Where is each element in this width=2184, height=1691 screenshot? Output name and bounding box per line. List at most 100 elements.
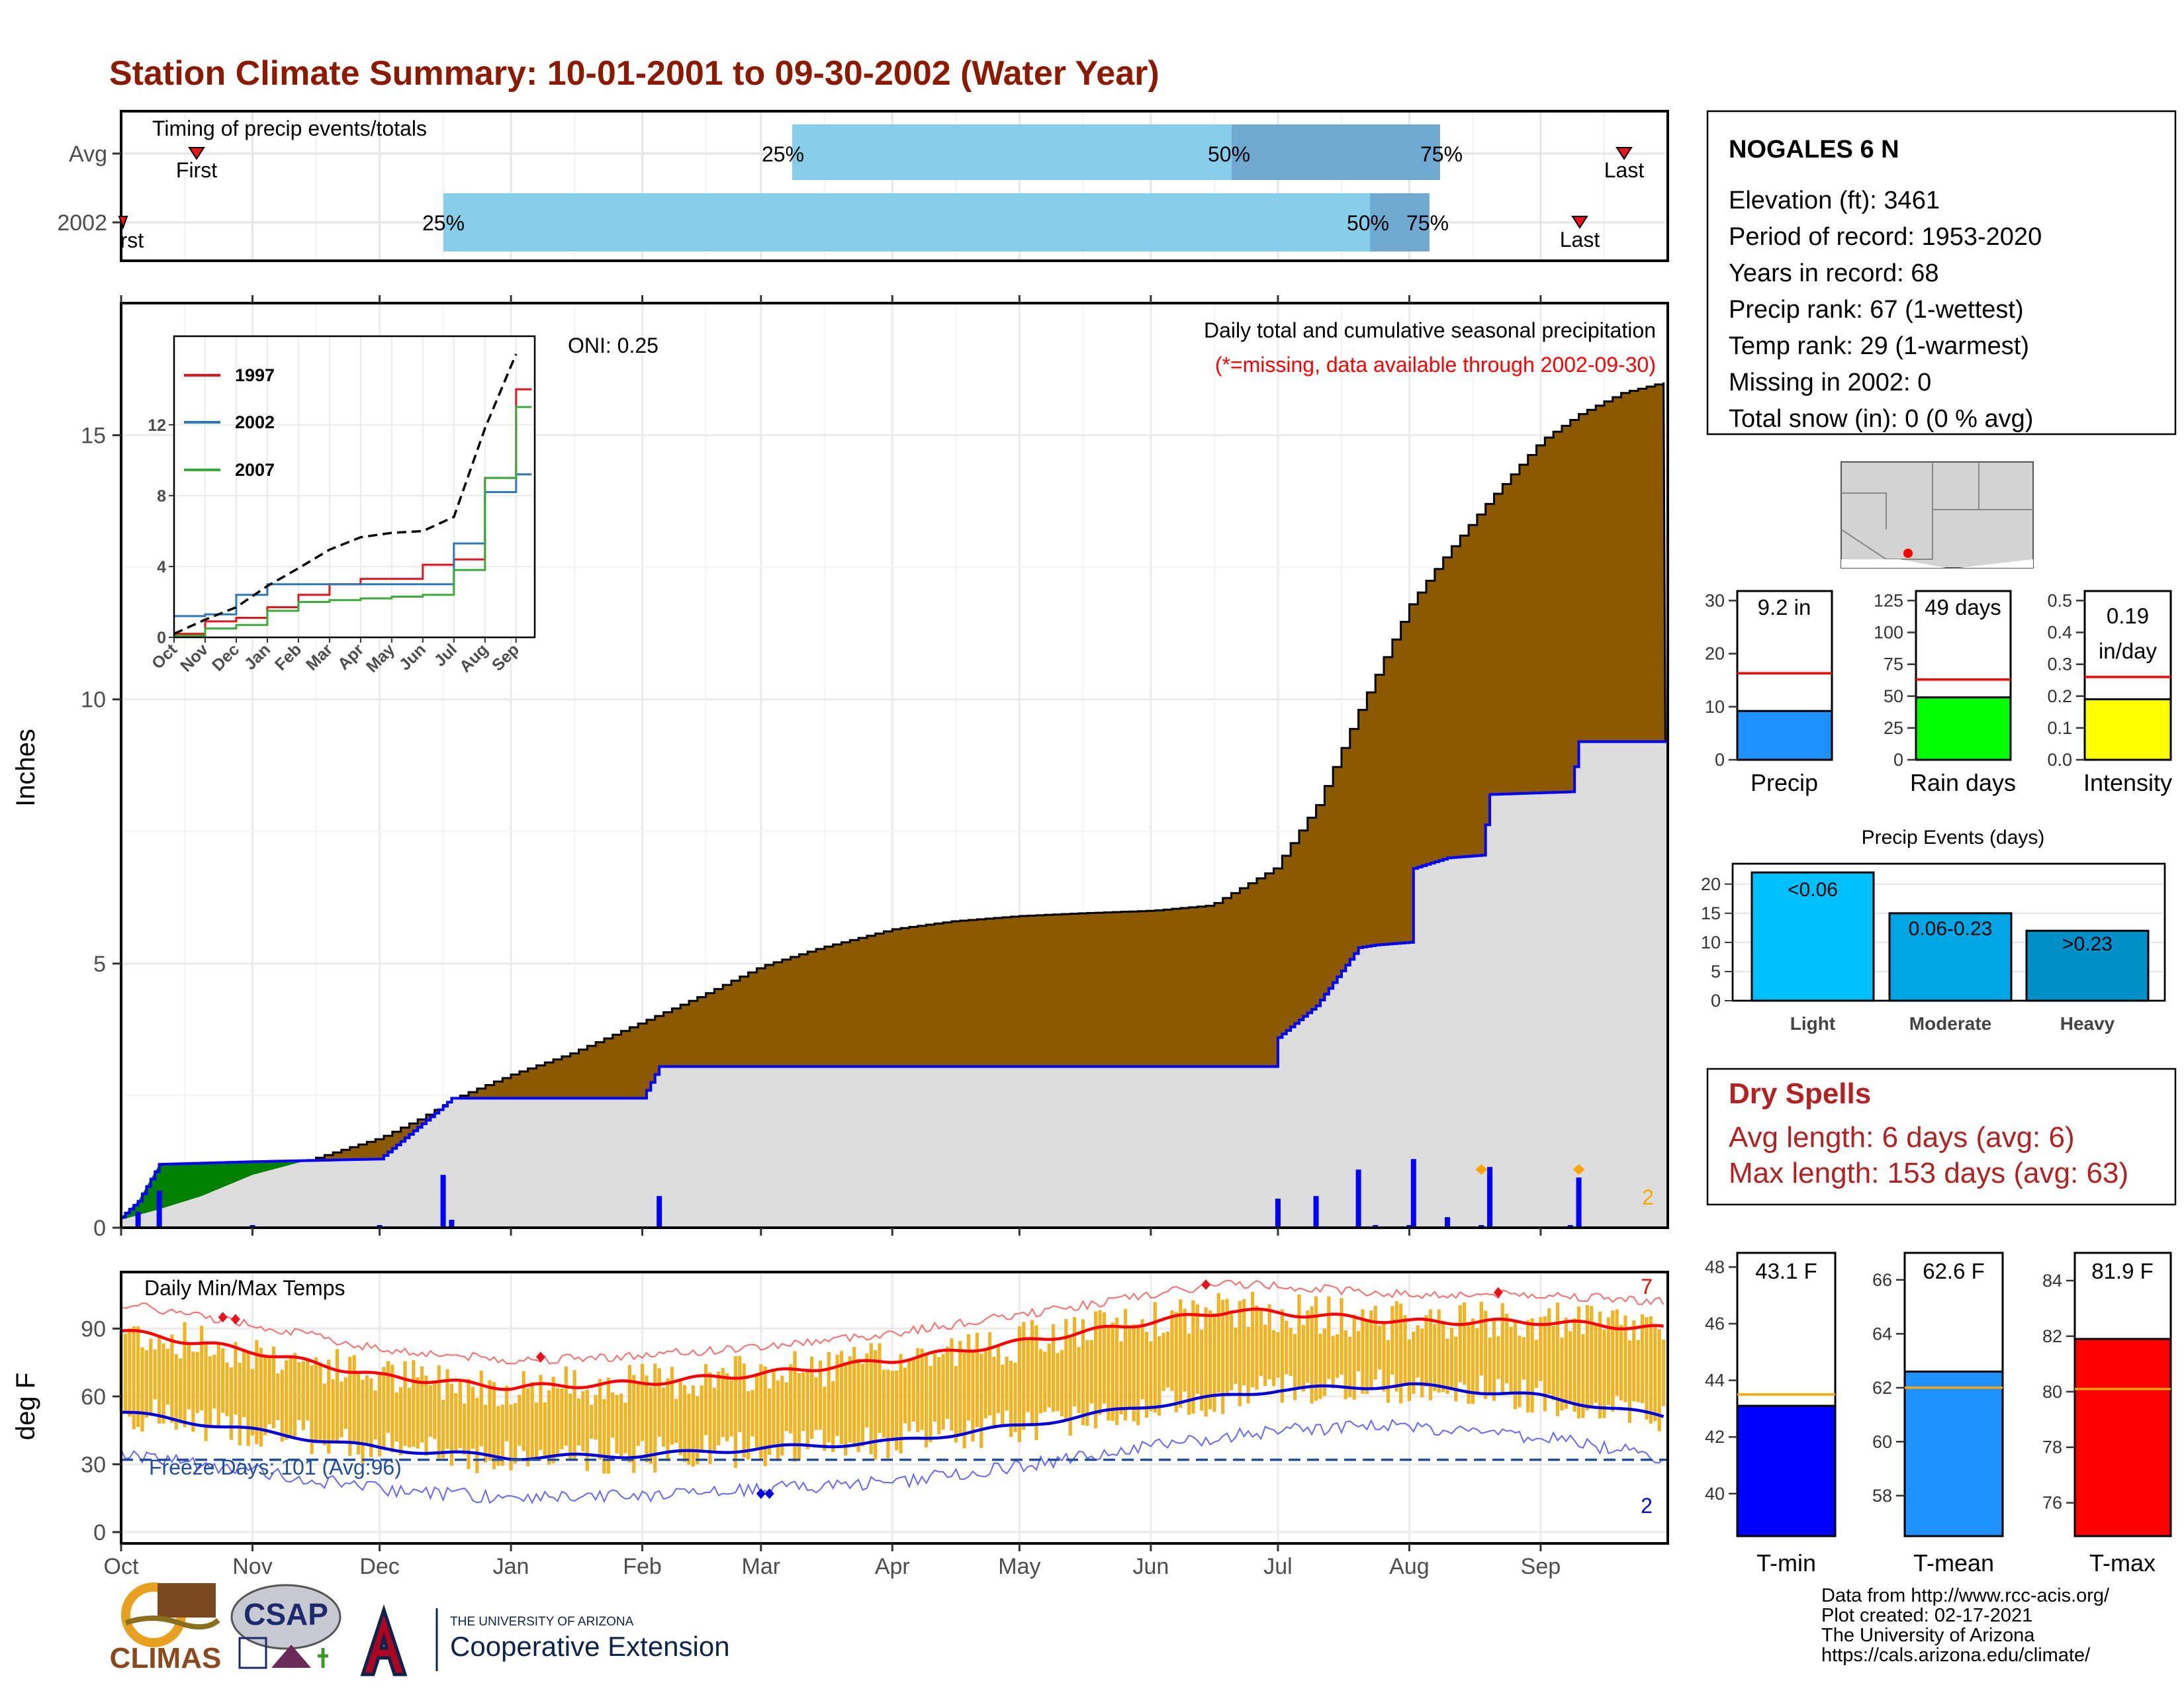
intensity-y-axis: 0.0 0.1 0.2 0.3 0.4 0.5 bbox=[2047, 590, 2085, 770]
temp-daily-range-bar bbox=[780, 1375, 784, 1456]
inset-frame bbox=[173, 335, 536, 639]
temp-daily-range-bar bbox=[204, 1342, 208, 1441]
inset-xtick-label: Aug bbox=[456, 640, 492, 676]
temp-daily-range-bar bbox=[1179, 1299, 1183, 1408]
temp-daily-range-bar bbox=[526, 1388, 530, 1467]
temp-daily-range-bar bbox=[1212, 1313, 1216, 1412]
temp-daily-range-bar bbox=[712, 1387, 716, 1452]
temp-daily-range-bar bbox=[721, 1368, 725, 1438]
temp-daily-range-bar bbox=[289, 1357, 293, 1439]
timing-panel: Timing of precip events/totals Avg 2002 … bbox=[57, 110, 1669, 262]
temp-daily-range-bar bbox=[1056, 1353, 1060, 1412]
temp-daily-range-bar bbox=[1001, 1364, 1005, 1426]
temp-daily-range-bar bbox=[174, 1354, 178, 1430]
temp-daily-range-bar bbox=[937, 1357, 941, 1435]
timing-avg-p75: 75% bbox=[1420, 142, 1463, 166]
temp-daily-range-bar bbox=[1653, 1326, 1657, 1422]
month-label: Mar bbox=[742, 1554, 781, 1579]
legend-label-2007: 2007 bbox=[235, 460, 275, 480]
inset-xtick-label: Jan bbox=[241, 640, 274, 673]
precip-events-range-light: <0.06 bbox=[1788, 879, 1838, 901]
precip-ytick-label: 0 bbox=[93, 1216, 106, 1241]
timing-row-avg: Avg bbox=[69, 142, 107, 167]
mini-ytick-label: 125 bbox=[1874, 590, 1903, 610]
temp-summary-ytick-label: 66 bbox=[1872, 1270, 1892, 1290]
station-line: Period of record: 1953-2020 bbox=[1729, 223, 2042, 251]
mini-ytick-label: 0.3 bbox=[2047, 655, 2072, 674]
temp-normal-min-line bbox=[120, 1382, 1664, 1461]
climas-logo-text: CLIMAS bbox=[110, 1642, 222, 1674]
temp-daily-range-bar bbox=[653, 1363, 657, 1473]
temp-daily-range-bar bbox=[1153, 1302, 1157, 1413]
temp-daily-range-bar bbox=[484, 1404, 488, 1463]
temp-daily-range-bar bbox=[149, 1338, 153, 1415]
temp-daily-range-bar bbox=[1297, 1295, 1301, 1389]
temp-daily-range-bar bbox=[738, 1355, 742, 1432]
temp-daily-range-bar bbox=[301, 1361, 305, 1431]
temp-daily-range-bar bbox=[823, 1387, 827, 1451]
temp-record-high-marker bbox=[1201, 1279, 1211, 1291]
station-line: Total snow (in): 0 (0 % avg) bbox=[1729, 405, 2033, 433]
temp-daily-range-bar bbox=[271, 1346, 276, 1429]
temp-daily-range-bar bbox=[1165, 1331, 1170, 1388]
temp-daily-range-bar bbox=[310, 1365, 314, 1455]
temp-daily-range-bar bbox=[475, 1398, 479, 1473]
daily-precip-bar bbox=[1410, 1159, 1416, 1228]
temp-summary-ytick-label: 82 bbox=[2042, 1326, 2062, 1346]
temp-daily-range-bar bbox=[632, 1375, 636, 1473]
temp-normal-max-line bbox=[120, 1307, 1664, 1391]
inset-ytick-label: 4 bbox=[157, 558, 166, 576]
temp-daily-range-bar bbox=[1259, 1309, 1263, 1377]
temp-summary-ytick-label: 84 bbox=[2042, 1271, 2062, 1291]
precip-y-axis: 0 5 10 15 bbox=[81, 424, 121, 1241]
temp-daily-range-bar bbox=[1340, 1298, 1343, 1375]
month-label: May bbox=[998, 1554, 1040, 1579]
temp-daily-range-bar bbox=[348, 1357, 352, 1456]
temp-daily-range-bar bbox=[1081, 1319, 1085, 1426]
inset-xtick-label: Mar bbox=[302, 640, 336, 674]
temp-daily-range-bar bbox=[678, 1381, 682, 1455]
temp-daily-range-bar bbox=[696, 1396, 700, 1465]
temp-daily-range-bar bbox=[530, 1382, 534, 1460]
station-line: Missing in 2002: 0 bbox=[1729, 369, 1931, 396]
temp-daily-range-bar bbox=[1149, 1341, 1153, 1412]
csap-logo: CSAP bbox=[230, 1584, 341, 1669]
temp-daily-range-bar bbox=[1598, 1311, 1602, 1419]
temp-daily-range-bar bbox=[1318, 1334, 1322, 1399]
temp-daily-range-bar bbox=[920, 1348, 924, 1430]
mini-ytick-label: 10 bbox=[1705, 697, 1725, 717]
temp-daily-range-bar bbox=[1645, 1317, 1649, 1420]
temp-daily-range-bar bbox=[1052, 1324, 1056, 1412]
inset-ytick-label: 0 bbox=[157, 629, 166, 647]
temp-daily-range-bar bbox=[1611, 1310, 1615, 1412]
temp-record-high-marker bbox=[535, 1351, 545, 1363]
temp-daily-range-bar bbox=[636, 1383, 640, 1446]
temp-daily-range-bar bbox=[640, 1363, 645, 1441]
temp-daily-range-bar bbox=[941, 1353, 945, 1430]
temp-daily-range-bar bbox=[1547, 1308, 1551, 1394]
temp-daily-range-bar bbox=[1170, 1310, 1174, 1391]
temp-daily-range-bar bbox=[407, 1387, 411, 1447]
temp-daily-range-bar bbox=[903, 1367, 907, 1424]
temp-summary-ytick-label: 60 bbox=[1872, 1432, 1892, 1451]
temp-daily-range-bar bbox=[1043, 1351, 1047, 1412]
timing-avg-last-marker bbox=[1615, 147, 1633, 160]
station-line: Years in record: 68 bbox=[1729, 259, 1939, 287]
temp-daily-range-bar bbox=[322, 1383, 326, 1445]
temp-daily-range-bar bbox=[1539, 1317, 1543, 1381]
temp-daily-range-bar bbox=[1073, 1317, 1077, 1406]
temp-summary-ytick-label: 46 bbox=[1705, 1314, 1725, 1334]
temp-daily-range-bar bbox=[1543, 1316, 1547, 1412]
temp-daily-range-bar bbox=[776, 1380, 780, 1461]
csap-cactus-icon bbox=[318, 1648, 328, 1668]
temp-daily-range-bar bbox=[343, 1377, 347, 1429]
tmax-value-label: 81.9 F bbox=[2091, 1259, 2154, 1283]
temp-daily-range-bar bbox=[1454, 1336, 1458, 1402]
timing-year-first-clip: First bbox=[121, 228, 144, 252]
temp-daily-range-bar bbox=[682, 1385, 687, 1462]
temp-daily-range-bar bbox=[907, 1359, 911, 1432]
temp-daily-range-bar bbox=[1594, 1325, 1598, 1403]
inset-ytick-label: 8 bbox=[157, 487, 166, 506]
station-box-frame bbox=[1706, 110, 2177, 435]
temp-daily-range-bar bbox=[1310, 1306, 1314, 1404]
